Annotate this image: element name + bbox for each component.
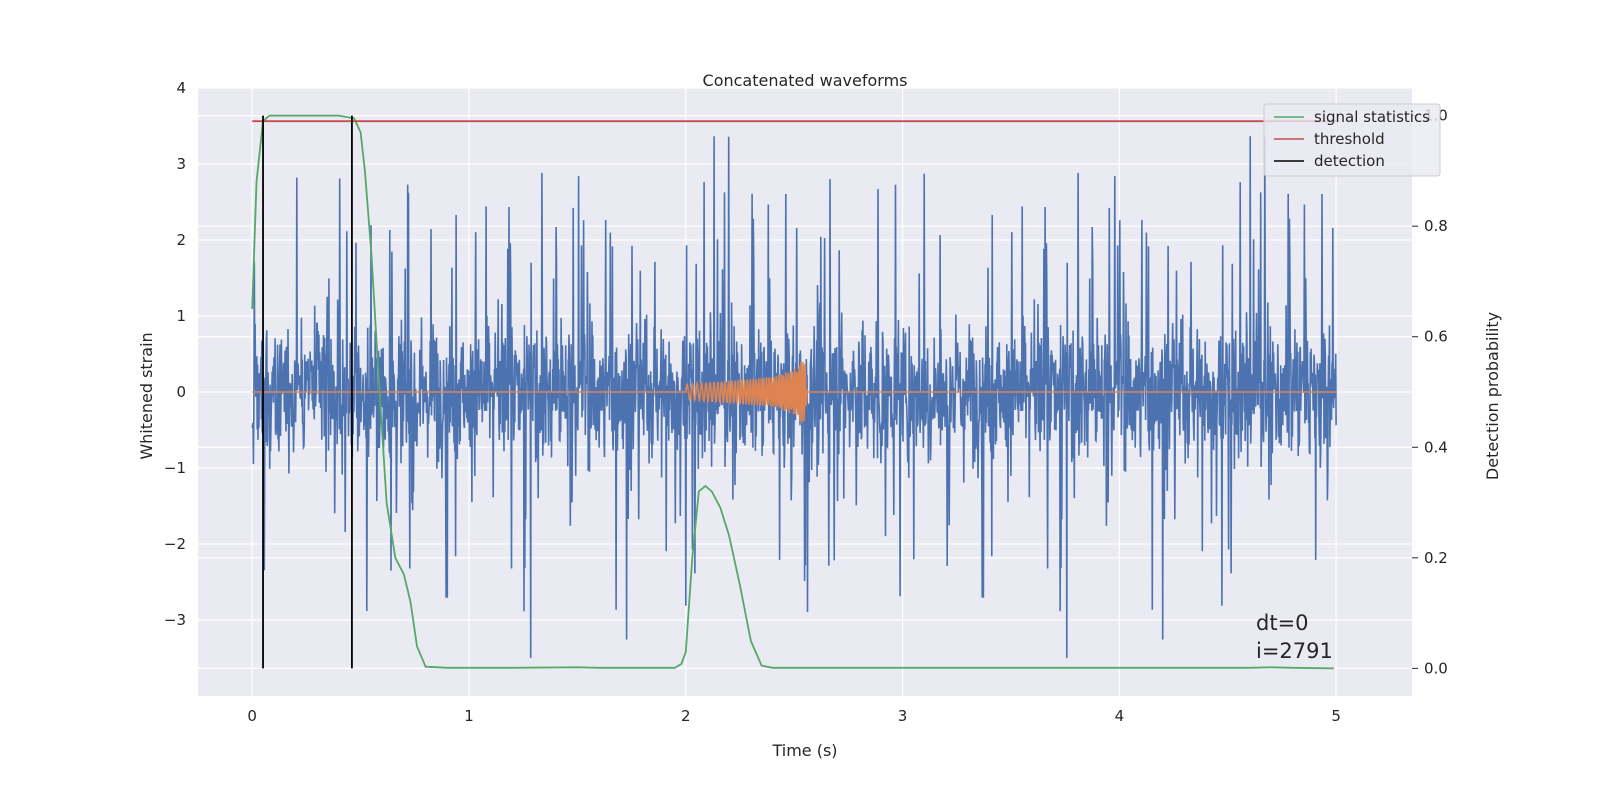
y2-axis-title: Detection probability — [1483, 312, 1502, 480]
x-tick-label: 1 — [464, 707, 474, 725]
y-tick-label: 4 — [176, 79, 186, 97]
x-axis-title: Time (s) — [771, 741, 837, 760]
y-axis-left: 4 3 2 1 0 −1 −2 −3 — [164, 79, 186, 629]
y-tick-label: −1 — [164, 459, 186, 477]
chart-title: Concatenated waveforms — [703, 71, 908, 90]
waveform-line — [252, 361, 1337, 423]
x-tick-label: 5 — [1331, 707, 1341, 725]
y-tick-label: −3 — [164, 611, 186, 629]
y2-tick-label: 0.4 — [1424, 438, 1448, 456]
x-tick-label: 3 — [898, 707, 908, 725]
annotation-dt: dt=0 — [1256, 611, 1309, 635]
y-tick-label: −2 — [164, 535, 186, 553]
y2-tick-label: 0.6 — [1424, 328, 1448, 346]
y-axis-right: 1.00.80.60.40.20.0 — [1412, 107, 1448, 677]
waveform-series — [252, 361, 1337, 423]
x-tick-label: 2 — [681, 707, 691, 725]
signal-statistics-line — [251, 114, 1335, 670]
legend-label-detection: detection — [1314, 152, 1385, 170]
y-tick-label: 0 — [176, 383, 186, 401]
y-tick-label: 1 — [176, 307, 186, 325]
legend-label-threshold: threshold — [1314, 130, 1385, 148]
legend-label-signal-statistics: signal statistics — [1314, 108, 1430, 126]
detection-series — [262, 115, 353, 669]
x-axis: 0 1 2 3 4 5 — [247, 707, 1340, 725]
x-tick-label: 4 — [1115, 707, 1125, 725]
signal-statistics-series — [251, 114, 1335, 670]
legend-box — [1263, 103, 1441, 177]
y2-tick-label: 0.2 — [1424, 549, 1448, 567]
annotation-index: i=2791 — [1256, 639, 1333, 663]
y2-tick-label: 0.8 — [1424, 217, 1448, 235]
y2-tick-label: 0.0 — [1424, 659, 1448, 677]
y-tick-label: 2 — [176, 231, 186, 249]
legend: signal statistics threshold detection — [1263, 103, 1441, 177]
x-tick-label: 0 — [247, 707, 257, 725]
y-tick-label: 3 — [176, 155, 186, 173]
y-axis-title: Whitened strain — [137, 332, 156, 459]
